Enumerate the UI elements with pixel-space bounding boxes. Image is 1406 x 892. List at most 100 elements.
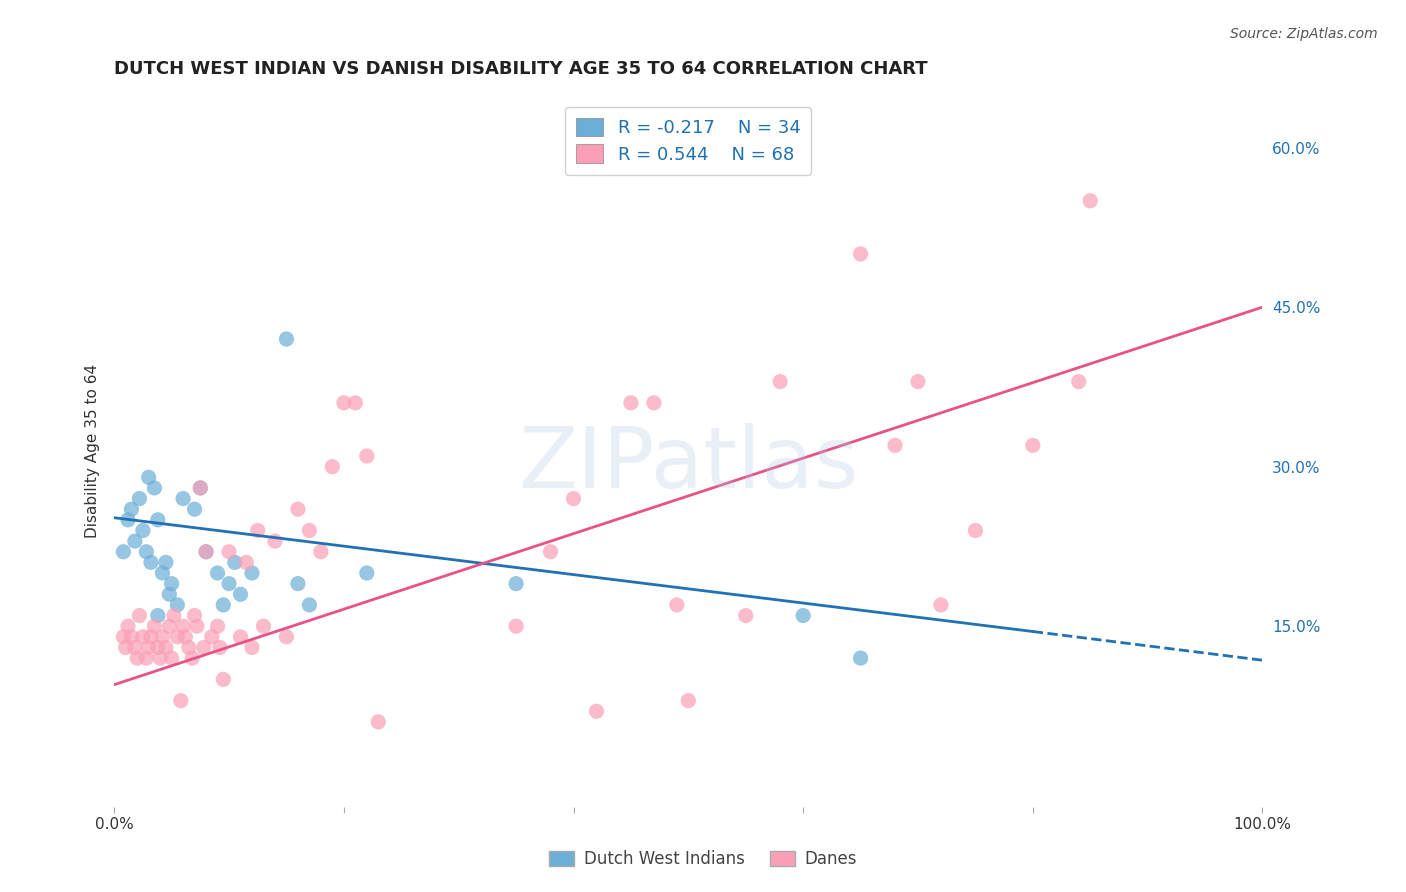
Point <box>139 630 162 644</box>
Point <box>188 481 211 495</box>
Point <box>112 545 135 559</box>
Legend: Dutch West Indians, Danes: Dutch West Indians, Danes <box>543 844 863 875</box>
Point <box>132 524 155 538</box>
Point <box>155 555 177 569</box>
Point <box>143 619 166 633</box>
Point <box>152 630 174 644</box>
Point <box>505 576 527 591</box>
Point <box>124 640 146 655</box>
Point <box>117 619 139 633</box>
Point <box>177 640 200 655</box>
Point <box>186 619 208 633</box>
Point <box>155 640 177 655</box>
Point <box>287 576 309 591</box>
Point <box>734 608 756 623</box>
Point <box>112 630 135 644</box>
Point <box>163 608 186 623</box>
Point <box>139 555 162 569</box>
Point <box>769 375 792 389</box>
Point <box>344 396 367 410</box>
Point <box>1067 375 1090 389</box>
Text: DUTCH WEST INDIAN VS DANISH DISABILITY AGE 35 TO 64 CORRELATION CHART: DUTCH WEST INDIAN VS DANISH DISABILITY A… <box>114 60 928 78</box>
Point <box>929 598 952 612</box>
Point <box>643 396 665 410</box>
Point <box>321 459 343 474</box>
Point <box>170 693 193 707</box>
Point <box>152 566 174 580</box>
Point <box>201 630 224 644</box>
Point <box>208 640 231 655</box>
Y-axis label: Disability Age 35 to 64: Disability Age 35 to 64 <box>86 364 100 538</box>
Point <box>128 608 150 623</box>
Point <box>160 651 183 665</box>
Point <box>174 630 197 644</box>
Point <box>665 598 688 612</box>
Point <box>146 640 169 655</box>
Point <box>183 608 205 623</box>
Point <box>229 587 252 601</box>
Point <box>120 630 142 644</box>
Point <box>188 481 211 495</box>
Point <box>146 513 169 527</box>
Point <box>224 555 246 569</box>
Text: ZIPatlas: ZIPatlas <box>517 424 859 507</box>
Point <box>276 332 298 346</box>
Point <box>143 481 166 495</box>
Point <box>160 576 183 591</box>
Point <box>849 651 872 665</box>
Point <box>193 640 215 655</box>
Point <box>132 630 155 644</box>
Point <box>157 619 180 633</box>
Point <box>166 630 188 644</box>
Point <box>207 566 229 580</box>
Point <box>1022 438 1045 452</box>
Point <box>792 608 814 623</box>
Point <box>218 576 240 591</box>
Point <box>240 640 263 655</box>
Point <box>172 491 194 506</box>
Point <box>149 651 172 665</box>
Point <box>218 545 240 559</box>
Point <box>356 566 378 580</box>
Point <box>135 545 157 559</box>
Point <box>146 608 169 623</box>
Point <box>884 438 907 452</box>
Point <box>120 502 142 516</box>
Point <box>207 619 229 633</box>
Point <box>212 598 235 612</box>
Point <box>298 598 321 612</box>
Point <box>620 396 643 410</box>
Point <box>585 704 607 718</box>
Point <box>333 396 356 410</box>
Point <box>212 673 235 687</box>
Point <box>505 619 527 633</box>
Point <box>287 502 309 516</box>
Point <box>246 524 269 538</box>
Point <box>117 513 139 527</box>
Point <box>229 630 252 644</box>
Point <box>172 619 194 633</box>
Point <box>195 545 218 559</box>
Point <box>264 534 287 549</box>
Point <box>195 545 218 559</box>
Point <box>181 651 204 665</box>
Point <box>1078 194 1101 208</box>
Point <box>309 545 332 559</box>
Point <box>124 534 146 549</box>
Point <box>562 491 585 506</box>
Point <box>252 619 274 633</box>
Point <box>138 640 160 655</box>
Point <box>114 640 136 655</box>
Point <box>276 630 298 644</box>
Point <box>240 566 263 580</box>
Point <box>849 247 872 261</box>
Point <box>965 524 987 538</box>
Point <box>138 470 160 484</box>
Point <box>356 449 378 463</box>
Point <box>678 693 700 707</box>
Point <box>127 651 149 665</box>
Point <box>128 491 150 506</box>
Point <box>907 375 929 389</box>
Point <box>367 714 389 729</box>
Point <box>135 651 157 665</box>
